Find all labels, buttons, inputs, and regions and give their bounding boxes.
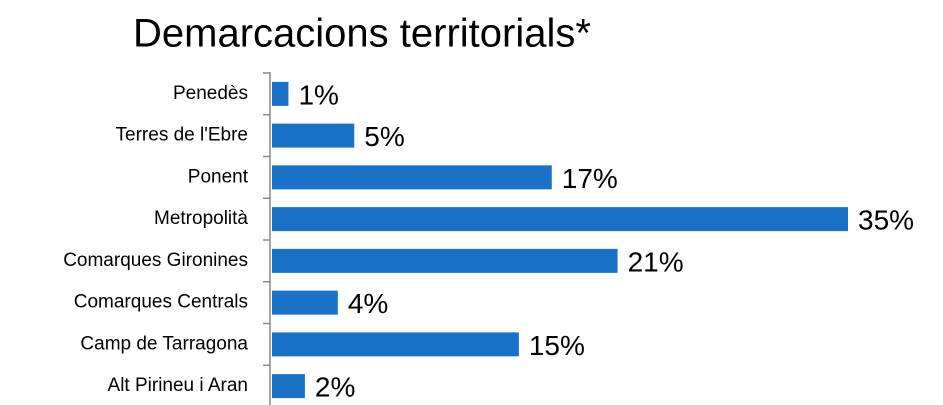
value-label: 21%	[628, 246, 684, 277]
y-tick-label: Camp de Tarragona	[80, 333, 248, 354]
bar	[272, 81, 289, 106]
y-tick-label: Penedès	[173, 83, 248, 104]
y-tick-label: Terres de l'Ebre	[116, 125, 248, 146]
value-label: 4%	[348, 288, 388, 319]
value-label: 1%	[298, 79, 338, 110]
bar	[272, 374, 305, 399]
y-tick-label: Comarques Centrals	[74, 292, 248, 313]
y-tick-label: Comarques Gironines	[63, 250, 248, 271]
bar	[272, 332, 519, 357]
bar	[272, 290, 338, 315]
y-tick-label: Ponent	[188, 166, 249, 187]
value-label: 2%	[315, 372, 355, 403]
bar	[272, 207, 848, 232]
y-tick-label: Metropolità	[154, 208, 248, 229]
y-tick-label: Alt Pirineu i Aran	[108, 375, 248, 396]
value-label: 17%	[562, 163, 618, 194]
bar	[272, 165, 552, 190]
bar	[272, 123, 355, 148]
value-label: 5%	[364, 121, 404, 152]
chart-title: Demarcacions territorials*	[133, 12, 591, 56]
bar	[272, 248, 618, 273]
value-label: 15%	[529, 330, 585, 361]
value-label: 35%	[858, 205, 914, 236]
